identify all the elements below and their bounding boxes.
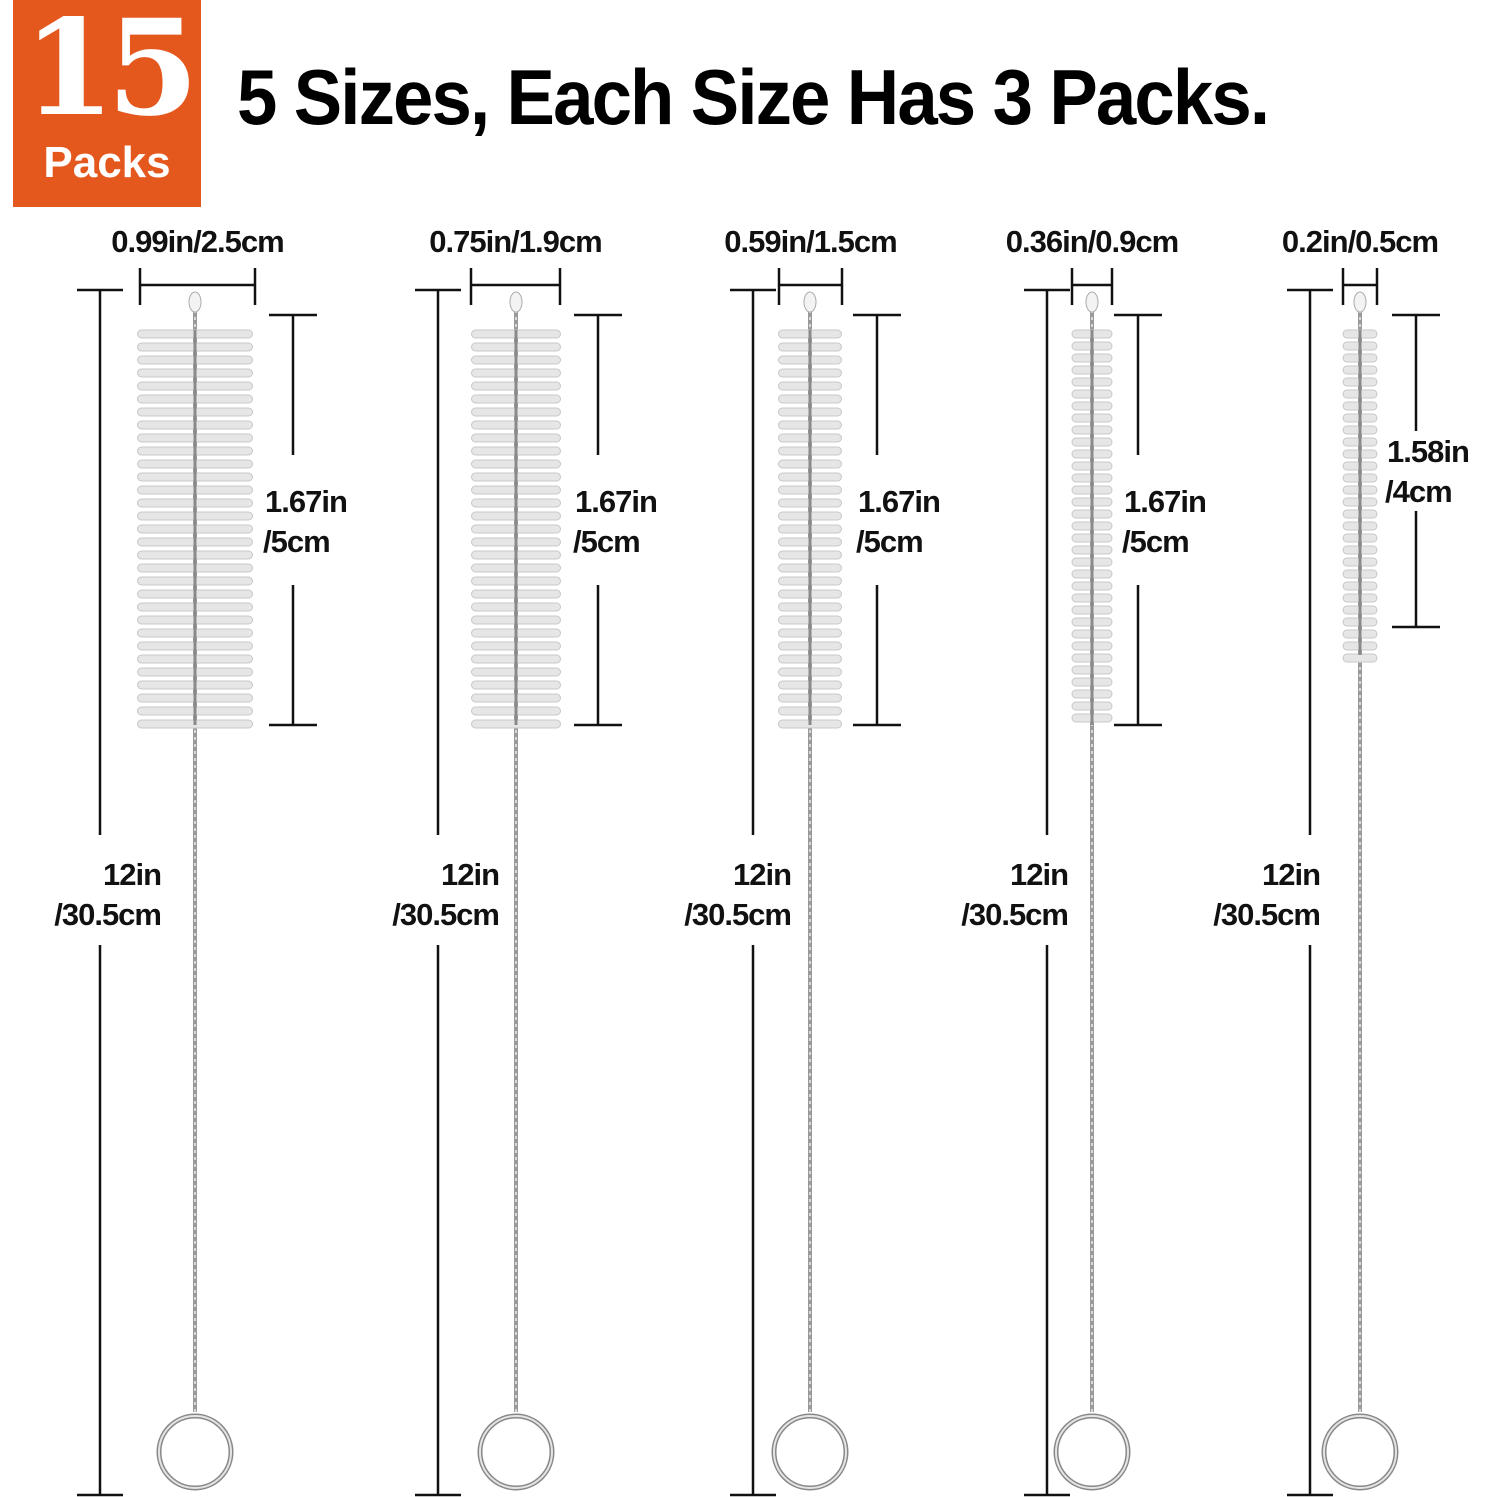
tip-cap <box>509 291 523 313</box>
brush-3 <box>730 268 901 1497</box>
tip-cap <box>188 291 202 313</box>
total-length-in-label: 12in <box>102 857 162 892</box>
total-length-cm-label: /30.5cm <box>961 897 1069 932</box>
bristles <box>137 329 253 729</box>
head-length-cm-label: /4cm <box>1385 474 1453 509</box>
diameter-label: 0.59in/1.5cm <box>724 224 897 259</box>
brush-5 <box>1287 268 1440 1497</box>
hanging-loop-highlight <box>1055 1415 1129 1489</box>
diameter-label: 0.75in/1.9cm <box>429 224 602 259</box>
head-length-in-label: 1.67in <box>265 484 348 519</box>
pack-unit: Packs <box>43 138 171 187</box>
hanging-loop-highlight <box>479 1415 553 1489</box>
tip-cap <box>1085 291 1099 313</box>
brush-4 <box>1024 268 1162 1497</box>
hanging-loop-highlight <box>773 1415 847 1489</box>
head-length-in-label: 1.67in <box>858 484 941 519</box>
head-length-in-label: 1.67in <box>575 484 658 519</box>
diameter-label: 0.99in/2.5cm <box>111 224 284 259</box>
hanging-loop-highlight <box>158 1415 232 1489</box>
tip-cap <box>1353 291 1367 313</box>
diameter-label: 0.36in/0.9cm <box>1005 224 1179 259</box>
total-length-cm-label: /30.5cm <box>1213 897 1321 932</box>
hanging-loop-highlight <box>1323 1415 1397 1489</box>
total-length-cm-label: /30.5cm <box>392 897 500 932</box>
total-length-cm-label: /30.5cm <box>54 897 162 932</box>
brush-2 <box>415 268 622 1497</box>
head-length-in-label: 1.58in <box>1387 434 1470 469</box>
total-length-cm-label: /30.5cm <box>684 897 792 932</box>
total-length-in-label: 12in <box>440 857 500 892</box>
head-length-cm-label: /5cm <box>1122 524 1190 559</box>
headline: 5 Sizes, Each Size Has 3 Packs. <box>237 53 1270 141</box>
pack-count-badge: 15 Packs <box>13 0 201 207</box>
head-length-cm-label: /5cm <box>263 524 331 559</box>
brush-1 <box>77 268 317 1497</box>
bristle-tuft <box>1342 653 1378 663</box>
total-length-in-label: 12in <box>732 857 792 892</box>
head-length-cm-label: /5cm <box>856 524 924 559</box>
pack-count: 15 <box>23 0 199 146</box>
diameter-label: 0.2in/0.5cm <box>1281 224 1439 259</box>
tip-cap <box>803 291 817 313</box>
total-length-in-label: 12in <box>1261 857 1321 892</box>
head-length-cm-label: /5cm <box>573 524 641 559</box>
total-length-in-label: 12in <box>1009 857 1069 892</box>
head-length-in-label: 1.67in <box>1124 484 1207 519</box>
